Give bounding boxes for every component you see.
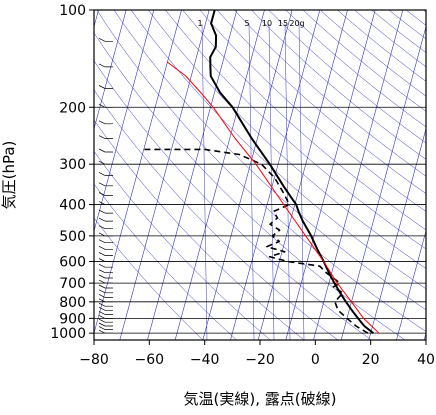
wind-barb (99, 259, 113, 262)
wind-barb (99, 121, 113, 124)
isotherm-line (92, 10, 181, 340)
wind-barb (99, 210, 113, 213)
y-tick-label: 100 (59, 3, 86, 19)
x-axis-label: 気温(実線), 露点(破線) (184, 390, 337, 408)
wind-barb (99, 327, 113, 330)
y-tick-label: 300 (59, 157, 86, 173)
dry-adiabat-line (423, 10, 436, 340)
dry-adiabat-line (406, 10, 436, 340)
wind-barb (99, 161, 113, 164)
wind-barb (99, 253, 113, 256)
y-tick-label: 700 (59, 276, 86, 292)
mixing-ratio-line (249, 24, 254, 340)
mixing-ratio-label: 15 (278, 19, 288, 28)
wind-barb (99, 315, 113, 318)
x-tick-label: −40 (190, 352, 220, 368)
isotherm-line (313, 10, 402, 340)
isotherm-line (175, 10, 264, 340)
wind-barb (99, 299, 113, 302)
y-tick-label: 900 (59, 311, 86, 327)
wind-barb (99, 290, 113, 293)
wind-barb (99, 86, 113, 89)
wind-barb (99, 285, 113, 288)
dry-adiabat-line (355, 10, 436, 340)
dry-adiabat-line (251, 10, 436, 340)
dry-adiabat-line (148, 10, 436, 340)
isotherm-line (286, 10, 375, 340)
isotherm-line (120, 10, 209, 340)
wind-barb (99, 280, 113, 283)
y-tick-label: 1000 (50, 326, 86, 342)
wind-barb (99, 218, 113, 221)
wind-barb (99, 149, 113, 152)
x-tick-label: 0 (311, 352, 320, 368)
wind-barb (99, 330, 113, 333)
wind-barb (99, 311, 113, 314)
y-axis-label: 気圧(hPa) (0, 141, 18, 210)
dry-adiabat-line (217, 10, 436, 340)
temperature-line (210, 10, 373, 333)
mixing-ratio-label: 5 (244, 19, 249, 28)
wind-barb (99, 240, 113, 243)
y-tick-label: 500 (59, 229, 86, 245)
wind-barb (99, 193, 113, 196)
mixing-ratio-line (285, 24, 290, 340)
dry-adiabat-line (62, 10, 371, 340)
dry-adiabat-line (97, 10, 436, 340)
x-tick-label: 20 (362, 352, 380, 368)
wind-barb (99, 294, 113, 297)
wind-barb (99, 323, 113, 326)
isotherm-line (147, 10, 236, 340)
y-tick-label: 200 (59, 100, 86, 116)
dry-adiabat-line (389, 10, 436, 340)
mixing-ratio-label: 10 (262, 19, 272, 28)
y-tick-label: 800 (59, 295, 86, 311)
wind-barb (99, 275, 113, 278)
isotherm-line (341, 10, 430, 340)
wind-barb (99, 246, 113, 249)
wind-barb (99, 183, 113, 186)
y-tick-label: 400 (59, 198, 86, 214)
dewpoint-line (144, 149, 368, 333)
x-tick-label: −80 (79, 352, 109, 368)
wind-barb (99, 264, 113, 267)
wind-barb (99, 303, 113, 306)
dry-adiabat-line (0, 10, 237, 340)
x-tick-label: 40 (417, 352, 435, 368)
mixing-ratio-label: 20g (289, 19, 304, 28)
mixing-ratio-line (202, 24, 207, 340)
wind-barb (99, 38, 113, 41)
dry-adiabat-line (80, 10, 405, 340)
wind-barb (99, 319, 113, 322)
x-tick-label: −20 (245, 352, 275, 368)
dry-adiabat-line (45, 10, 338, 340)
mixing-ratio-label: 1 (197, 19, 202, 28)
dry-adiabat-line (0, 10, 203, 340)
x-tick-label: −60 (135, 352, 165, 368)
y-tick-label: 600 (59, 254, 86, 270)
isotherm-line (203, 10, 292, 340)
